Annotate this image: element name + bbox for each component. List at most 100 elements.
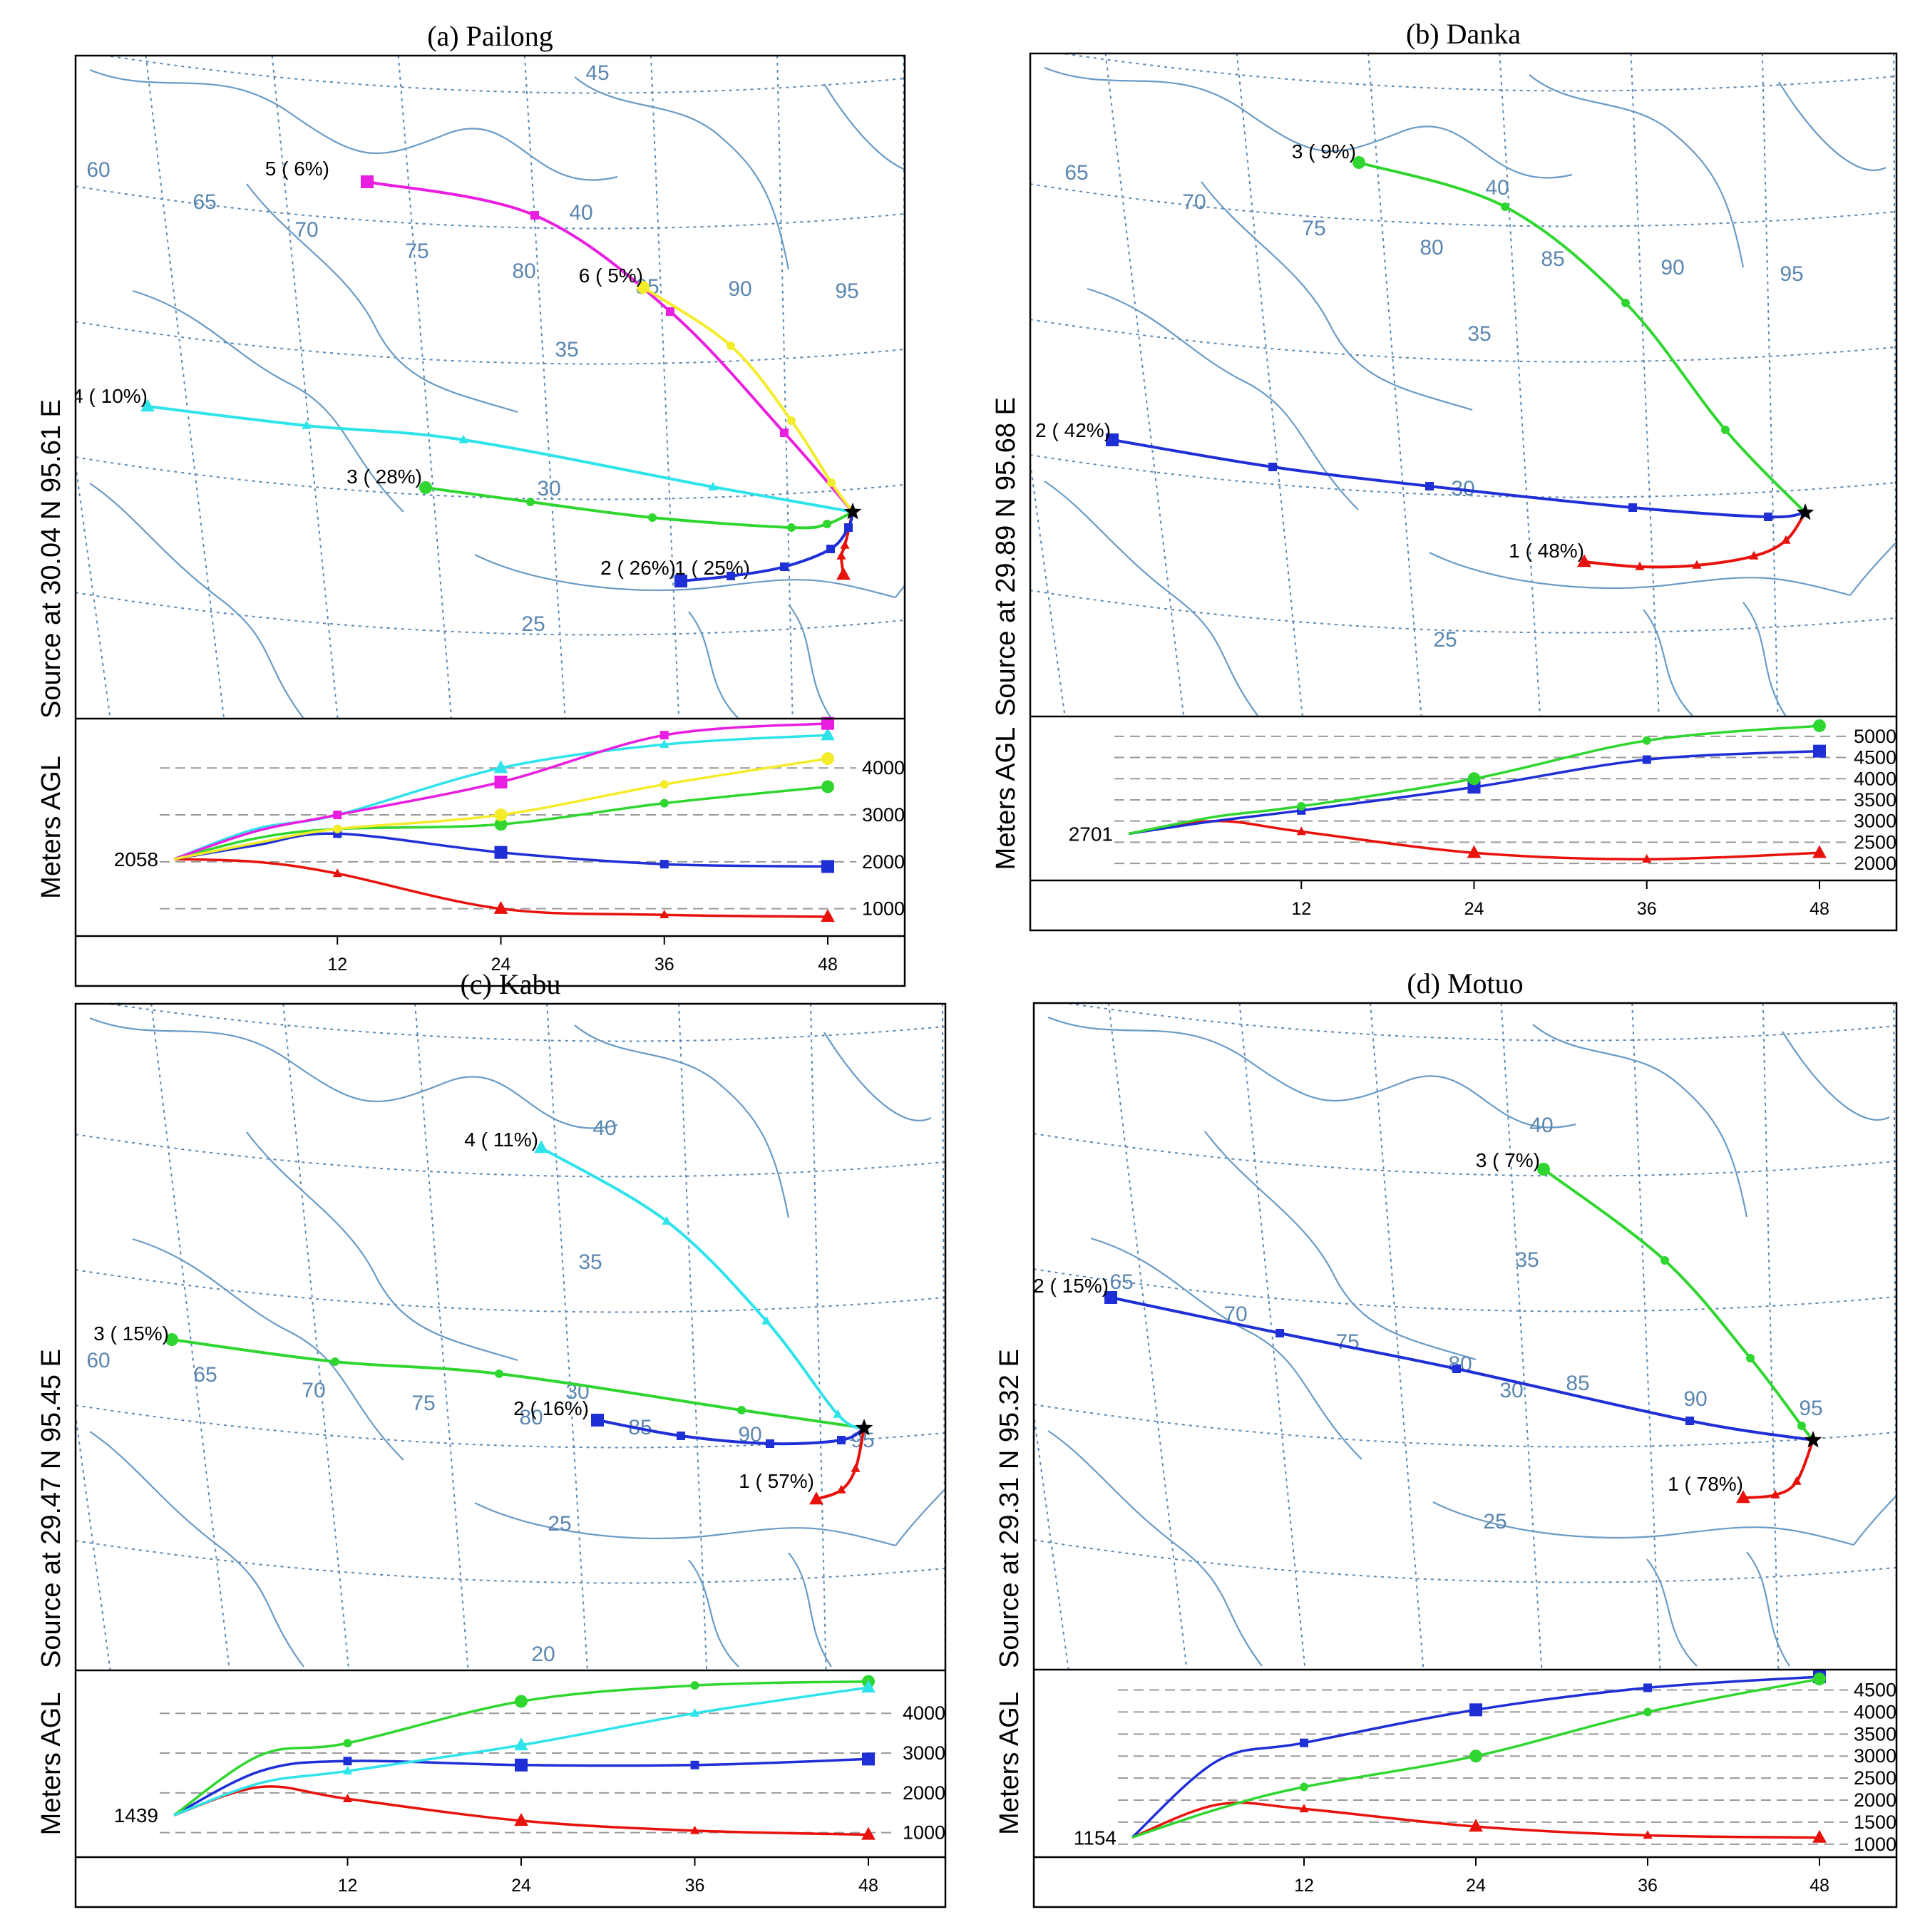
altitude-marker-2 <box>690 1760 699 1769</box>
altitude-line-2 <box>173 832 828 868</box>
grid-coordinate-label: 35 <box>578 1250 602 1274</box>
map-marker-2 <box>837 1436 846 1444</box>
altitude-marker-5 <box>659 731 669 740</box>
map-marker-2 <box>826 545 835 553</box>
x-tick-label: 36 <box>685 1876 705 1896</box>
altitude-tick-label: 2000 <box>1854 1789 1896 1811</box>
x-tick-label: 48 <box>818 955 838 975</box>
altitude-line-1 <box>173 1785 869 1836</box>
grid-coordinate-label: 25 <box>521 612 545 636</box>
altitude-marker-6 <box>659 780 669 789</box>
grid-coordinate-label: 95 <box>835 279 858 303</box>
map-marker-2 <box>1275 1329 1284 1337</box>
altitude-marker-3 <box>1297 801 1306 811</box>
panel-c: (c) Kabu Source at 29.47 N 95.45 E Meters … <box>36 968 947 1908</box>
altitude-marker-6 <box>494 808 508 822</box>
map-border <box>89 483 304 719</box>
map-marker-4 <box>833 1409 843 1418</box>
map-border <box>1778 81 1887 171</box>
altitude-marker-3 <box>1643 1707 1652 1717</box>
map-marker-4 <box>302 420 312 429</box>
map-marker-3 <box>787 523 796 532</box>
altitude-marker-1 <box>1643 1830 1653 1839</box>
map-marker-6 <box>827 478 836 487</box>
grid-coordinate-label: 30 <box>537 477 560 500</box>
map-border <box>823 1032 932 1121</box>
map-marker-2 <box>591 1414 604 1427</box>
x-tick-label: 12 <box>327 955 347 975</box>
altitude-marker-3 <box>1813 1672 1826 1686</box>
map-border <box>246 183 518 413</box>
altitude-marker-4 <box>514 1737 528 1751</box>
grid-coordinate-label: 85 <box>1566 1372 1589 1395</box>
x-tick-label: 24 <box>1466 1876 1486 1896</box>
latitude-line <box>1034 1268 1896 1312</box>
altitude-tick-label: 4000 <box>1854 1701 1896 1722</box>
latitude-line <box>103 1004 945 1042</box>
altitude-panel: 4000 3000 2000 1000 2058 12 24 36 48 <box>114 716 905 975</box>
map-marker-3 <box>823 520 831 528</box>
start-height-label: 1439 <box>114 1804 158 1826</box>
altitude-marker-5 <box>821 716 834 730</box>
altitude-tick-label: 1000 <box>903 1822 945 1844</box>
longitude-line <box>678 1004 708 1670</box>
altitude-tick-label: 3000 <box>1854 811 1896 832</box>
map-border <box>788 604 832 719</box>
altitude-marker-3 <box>343 1739 352 1748</box>
panel-frame <box>1029 52 1898 932</box>
latitude-line <box>1030 319 1896 363</box>
altitude-marker-2 <box>1813 744 1826 758</box>
map-border <box>1432 1501 1854 1546</box>
longitude-line <box>776 56 794 719</box>
grid-coordinate-label: 60 <box>86 1349 110 1372</box>
altitude-tick-label: 4000 <box>903 1702 945 1724</box>
map-marker-2 <box>727 572 735 580</box>
grid-coordinate-label: 65 <box>1064 161 1088 185</box>
grid-coordinate-label: 90 <box>728 277 751 301</box>
map-marker-6 <box>787 416 796 425</box>
map-trajectory-4 <box>147 405 853 513</box>
map-marker-2 <box>677 1432 685 1440</box>
altitude-line-4 <box>173 1686 869 1817</box>
altitude-marker-2 <box>1643 1683 1652 1692</box>
latitude-line <box>1030 454 1896 498</box>
altitude-marker-2 <box>515 1758 528 1772</box>
altitude-tick-label: 3000 <box>1854 1745 1896 1767</box>
map-border <box>1742 602 1787 716</box>
map-marker-4 <box>458 434 468 443</box>
panel-title: (c) Kabu <box>460 968 560 1000</box>
map-marker-3 <box>737 1406 746 1414</box>
map-marker-2 <box>780 562 789 571</box>
x-tick-label: 36 <box>1638 1876 1658 1896</box>
altitude-tick-label: 3500 <box>1854 1723 1896 1745</box>
grid-coordinate-label: 65 <box>1109 1270 1133 1294</box>
map-border <box>1429 552 1851 597</box>
grid-coordinate-label: 80 <box>512 260 535 283</box>
grid-coordinate-label: 35 <box>1515 1248 1539 1272</box>
map-border <box>574 76 790 270</box>
map-marker-3 <box>1621 299 1630 307</box>
altitude-marker-1 <box>332 868 342 878</box>
altitude-line-5 <box>173 721 828 860</box>
panel-title: (d) Motuo <box>1407 967 1523 1000</box>
x-tick-label: 36 <box>1637 899 1657 919</box>
cluster-label-2: 2 ( 15%) <box>1033 1275 1109 1297</box>
map-marker-2 <box>766 1439 774 1448</box>
panel-title: (a) Pailong <box>427 20 553 52</box>
grid-coordinate-label: 40 <box>1485 176 1509 200</box>
map-marker-2 <box>1764 513 1772 521</box>
map-marker-5 <box>361 175 374 188</box>
grid-coordinate-label: 80 <box>1420 236 1443 260</box>
map-border <box>688 611 739 719</box>
altitude-line-6 <box>173 757 828 860</box>
map-marker-3 <box>1537 1163 1550 1176</box>
map-marker-3 <box>526 498 535 506</box>
map-marker-3 <box>648 513 657 522</box>
panels: (a) Pailong Source at 30.04 N 95.61 E Mete… <box>36 18 1898 1908</box>
grid-coordinate-label: 65 <box>193 190 216 214</box>
altitude-line-2 <box>173 1757 869 1817</box>
altitude-marker-3 <box>690 1681 699 1690</box>
latitude-line <box>76 1404 945 1449</box>
map-border <box>788 1552 832 1668</box>
